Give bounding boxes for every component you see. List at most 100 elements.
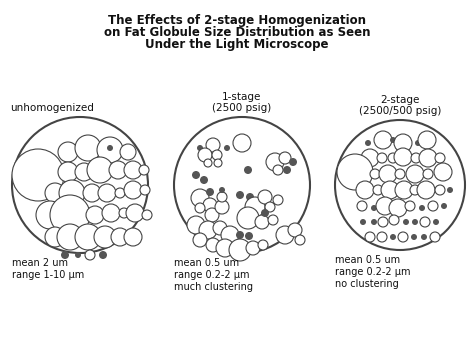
Text: mean 0.5 um: mean 0.5 um <box>174 258 239 268</box>
Circle shape <box>390 234 396 240</box>
Circle shape <box>75 252 81 258</box>
Circle shape <box>107 145 113 151</box>
Circle shape <box>119 208 129 218</box>
Text: unhomogenized: unhomogenized <box>10 103 94 113</box>
Circle shape <box>98 184 116 202</box>
Circle shape <box>198 148 212 162</box>
Circle shape <box>430 232 440 242</box>
Circle shape <box>265 202 275 212</box>
Circle shape <box>212 150 222 160</box>
Text: 1-stage: 1-stage <box>222 92 262 102</box>
Circle shape <box>390 137 396 143</box>
Circle shape <box>246 241 260 255</box>
Circle shape <box>245 232 253 240</box>
Circle shape <box>365 232 375 242</box>
Circle shape <box>433 219 439 225</box>
Circle shape <box>75 224 101 250</box>
Circle shape <box>435 185 445 195</box>
Circle shape <box>389 199 407 217</box>
Circle shape <box>377 232 387 242</box>
Circle shape <box>174 117 310 253</box>
Circle shape <box>124 228 142 246</box>
Circle shape <box>236 191 244 199</box>
Circle shape <box>61 251 69 259</box>
Circle shape <box>59 180 85 206</box>
Circle shape <box>374 131 392 149</box>
Circle shape <box>441 203 447 209</box>
Circle shape <box>195 203 205 213</box>
Circle shape <box>214 159 222 167</box>
Circle shape <box>120 144 136 160</box>
Circle shape <box>57 224 83 250</box>
Circle shape <box>357 201 367 211</box>
Circle shape <box>97 137 123 163</box>
Circle shape <box>94 226 116 248</box>
Circle shape <box>428 201 438 211</box>
Circle shape <box>75 135 101 161</box>
Circle shape <box>50 195 90 235</box>
Circle shape <box>236 231 244 239</box>
Circle shape <box>379 165 397 183</box>
Circle shape <box>139 165 149 175</box>
Circle shape <box>419 205 425 211</box>
Circle shape <box>435 153 445 163</box>
Circle shape <box>279 152 291 164</box>
Circle shape <box>258 190 272 204</box>
Circle shape <box>337 154 373 190</box>
Circle shape <box>224 145 230 151</box>
Text: range 0.2-2 μm: range 0.2-2 μm <box>174 270 249 280</box>
Circle shape <box>124 181 142 199</box>
Circle shape <box>423 169 433 179</box>
Circle shape <box>206 238 220 252</box>
Circle shape <box>394 148 412 166</box>
Circle shape <box>200 176 208 184</box>
Circle shape <box>45 183 65 203</box>
Circle shape <box>203 198 217 212</box>
Circle shape <box>192 171 200 179</box>
Circle shape <box>85 250 95 260</box>
Circle shape <box>273 195 283 205</box>
Circle shape <box>221 226 239 244</box>
Circle shape <box>213 221 227 235</box>
Circle shape <box>233 134 251 152</box>
Text: range 1-10 μm: range 1-10 μm <box>12 270 84 280</box>
Circle shape <box>370 169 380 179</box>
Circle shape <box>361 149 379 167</box>
Circle shape <box>126 204 144 222</box>
Circle shape <box>356 181 374 199</box>
Circle shape <box>276 226 294 244</box>
Circle shape <box>378 217 388 227</box>
Circle shape <box>388 153 398 163</box>
Circle shape <box>205 208 219 222</box>
Circle shape <box>99 251 107 259</box>
Circle shape <box>206 188 214 196</box>
Circle shape <box>295 235 305 245</box>
Circle shape <box>421 234 427 240</box>
Circle shape <box>111 228 129 246</box>
Circle shape <box>289 158 297 166</box>
Circle shape <box>204 159 212 167</box>
Circle shape <box>410 185 420 195</box>
Circle shape <box>365 140 371 146</box>
Circle shape <box>12 149 64 201</box>
Circle shape <box>216 239 234 257</box>
Text: on Fat Globule Size Distribution as Seen: on Fat Globule Size Distribution as Seen <box>104 26 370 39</box>
Circle shape <box>411 234 417 240</box>
Circle shape <box>405 201 415 211</box>
Circle shape <box>86 206 104 224</box>
Circle shape <box>237 207 259 229</box>
Circle shape <box>268 215 278 225</box>
Circle shape <box>187 216 205 234</box>
Circle shape <box>395 169 405 179</box>
Circle shape <box>246 193 254 201</box>
Circle shape <box>389 215 399 225</box>
Circle shape <box>142 210 152 220</box>
Circle shape <box>376 197 394 215</box>
Text: The Effects of 2-stage Homogenization: The Effects of 2-stage Homogenization <box>108 14 366 27</box>
Circle shape <box>395 181 413 199</box>
Circle shape <box>193 233 207 247</box>
Circle shape <box>403 219 409 225</box>
Circle shape <box>12 117 148 253</box>
Circle shape <box>83 184 101 202</box>
Circle shape <box>415 140 421 146</box>
